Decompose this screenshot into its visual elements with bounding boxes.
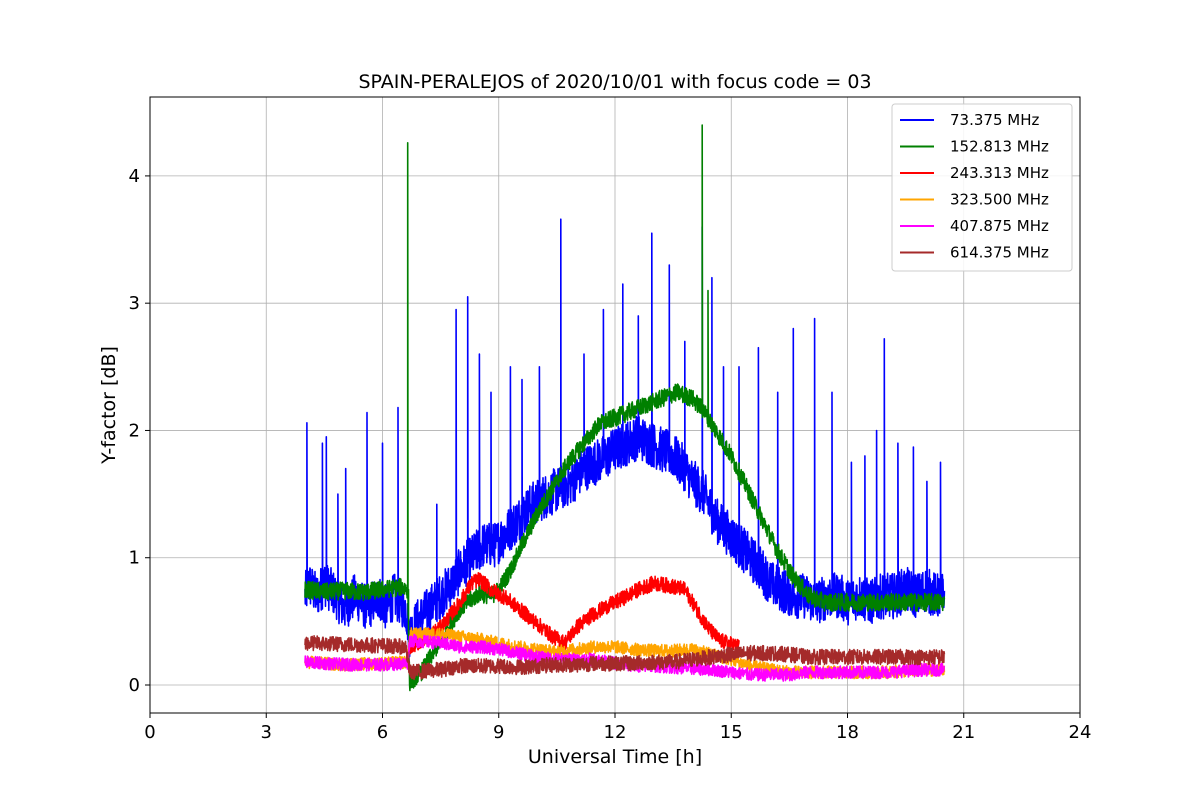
legend-label: 73.375 MHz [950,111,1039,129]
series-line [408,572,740,655]
x-tick-label: 12 [604,722,627,743]
x-tick-label: 21 [952,722,975,743]
y-tick-label: 4 [129,166,140,187]
y-tick-label: 2 [129,420,140,441]
series-1 [304,124,946,692]
legend-label: 243.313 MHz [950,164,1049,182]
legend-label: 614.375 MHz [950,244,1049,262]
y-tick-label: 1 [129,548,140,569]
legend-box [891,103,1073,272]
x-tick-label: 6 [377,722,388,743]
x-tick-label: 0 [144,722,155,743]
x-tick-label: 9 [493,722,504,743]
legend-label: 323.500 MHz [950,191,1049,209]
y-axis-label: Y-factor [dB] [98,346,120,465]
chart-title: SPAIN-PERALEJOS of 2020/10/01 with focus… [358,71,871,93]
series-5 [304,635,946,681]
x-tick-label: 3 [261,722,272,743]
x-axis-label: Universal Time [h] [528,746,702,768]
series-line [304,124,946,692]
series-2 [408,572,740,655]
x-tick-label: 18 [836,722,859,743]
legend: 73.375 MHz 152.813 MHz 243.313 MHz 323.500 … [891,103,1073,272]
y-tick-label: 0 [129,675,140,696]
x-tick-label: 15 [720,722,743,743]
series-layer [304,124,946,692]
series-line [304,635,946,681]
legend-label: 152.813 MHz [950,138,1049,156]
x-tick-label: 24 [1069,722,1092,743]
y-tick-label: 3 [129,293,140,314]
legend-label: 407.875 MHz [950,217,1049,235]
